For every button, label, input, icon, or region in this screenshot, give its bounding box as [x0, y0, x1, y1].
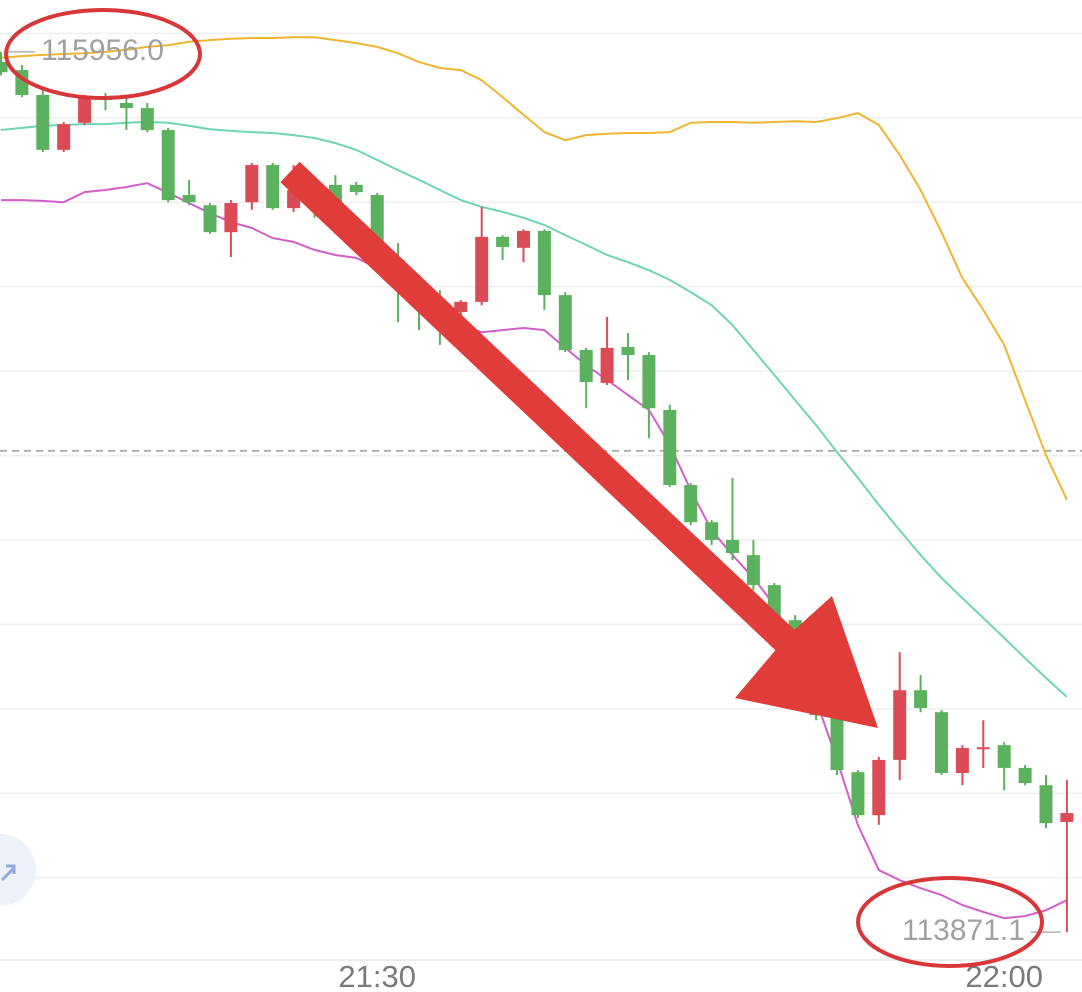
candle-body: [36, 94, 50, 150]
candle-body: [705, 522, 719, 540]
trend-arrow: [280, 161, 878, 729]
candle-body: [663, 409, 677, 486]
candle-body: [914, 690, 928, 708]
candle-body: [182, 195, 196, 203]
candle-body: [57, 124, 71, 150]
candle-body: [935, 712, 948, 773]
candle-body: [684, 485, 698, 523]
band-line: [0, 120, 1068, 698]
candle-body: [224, 203, 238, 233]
candle-body: [266, 165, 280, 209]
candle-body: [746, 555, 760, 586]
button-icon[interactable]: [0, 864, 16, 882]
candle-body: [600, 347, 614, 383]
band-line: [1, 182, 1068, 920]
candle-body: [1060, 813, 1074, 822]
candle-body: [1018, 767, 1032, 784]
highlight-ellipse: [856, 876, 1044, 968]
candle-body: [78, 97, 92, 123]
expand-button[interactable]: [0, 834, 36, 906]
candle-body: [245, 165, 259, 203]
candle-body: [203, 205, 217, 233]
highlight-ellipse: [4, 8, 202, 100]
candle-body: [475, 236, 489, 302]
band-line: [0, 36, 1068, 501]
candle-body: [454, 301, 468, 312]
annotation-label: 115956.0: [41, 34, 164, 67]
candle-body: [161, 130, 175, 201]
candle-body: [955, 748, 969, 773]
candle-body: [997, 745, 1011, 768]
candle-body: [579, 349, 593, 383]
candle-body: [726, 539, 739, 554]
candle-body: [0, 62, 8, 73]
candle-body: [851, 772, 865, 816]
candle-body: [830, 715, 844, 771]
candle-body: [621, 347, 635, 356]
annotation-label: 113871.1: [902, 914, 1025, 947]
candle-body: [349, 184, 363, 193]
candle-body: [976, 747, 990, 750]
candle-body: [537, 230, 551, 296]
candle-body: [119, 103, 133, 109]
overlay: [0, 8, 1044, 968]
candle-body: [558, 295, 572, 350]
candle-body: [1039, 785, 1053, 824]
button-bg[interactable]: [0, 834, 36, 906]
candle-body: [496, 236, 510, 247]
x-tick-label: 21:30: [338, 959, 416, 992]
candle-body: [893, 690, 907, 760]
candle-body: [140, 108, 154, 131]
candle-body: [642, 355, 656, 409]
candle-body: [872, 759, 886, 816]
candle-body: [517, 230, 530, 248]
